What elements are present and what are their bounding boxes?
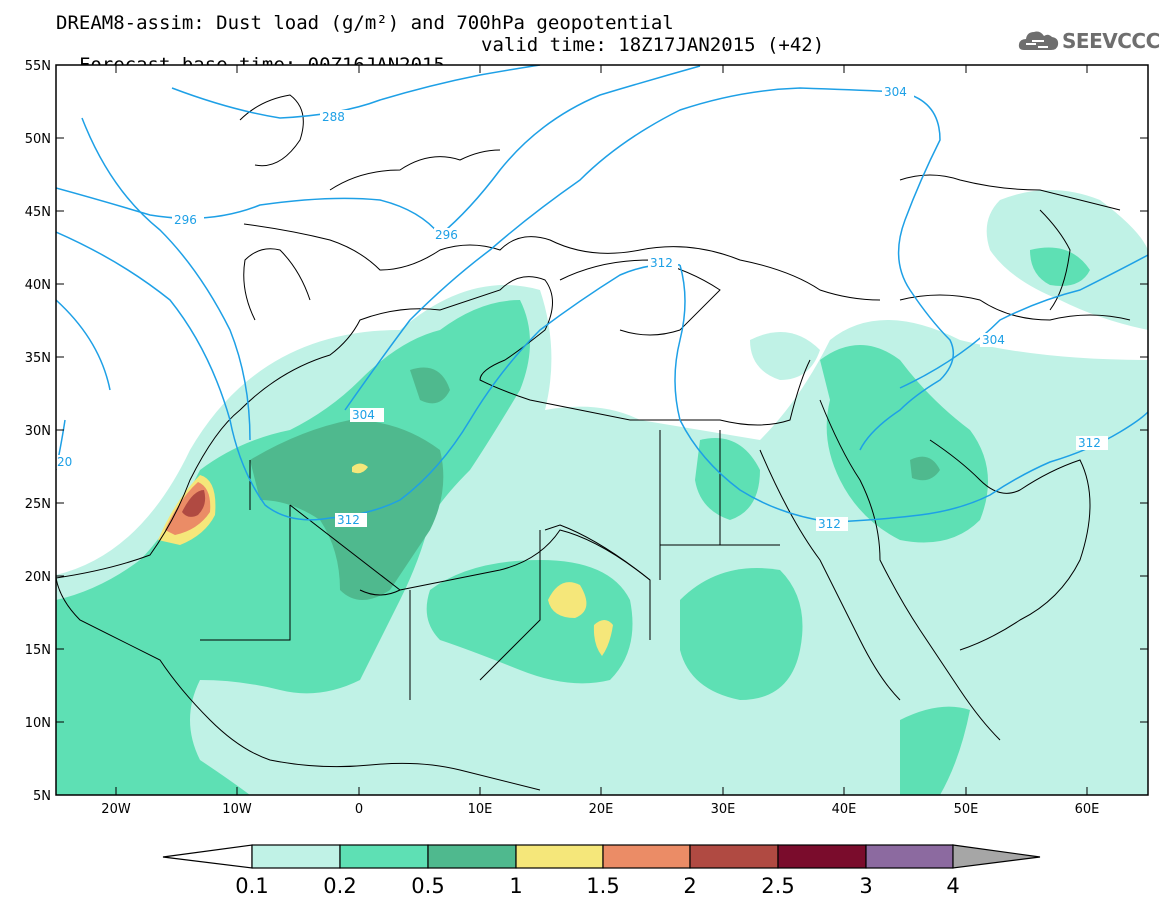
lon-label: 60E (1075, 802, 1100, 817)
colorbar-segment (865, 844, 954, 869)
lat-label: 40N (25, 278, 51, 293)
seevccc-logo: SEEVCCC (1018, 26, 1160, 54)
dust-level-2 (182, 490, 206, 517)
contour-label: 312 (650, 256, 673, 270)
valid-time: valid time: 18Z17JAN2015 (+42) (481, 34, 825, 56)
lat-label: 50N (25, 132, 51, 147)
contour-label: 304 (352, 408, 375, 422)
colorbar-segment (515, 844, 604, 869)
axis-ticks (56, 64, 1148, 795)
lat-label: 55N (25, 59, 51, 74)
colorbar-segment (339, 844, 429, 869)
lat-label: 20N (25, 570, 51, 585)
colorbar-label: 3 (859, 874, 872, 898)
colorbar-segment (251, 844, 341, 869)
contour-label: 20 (57, 455, 72, 469)
contour-label: 296 (174, 213, 197, 227)
contour-label: 312 (337, 513, 360, 527)
contour-label: 296 (435, 228, 458, 242)
contour-labels: 288 296 296 304 304 304 312 312 312 312 … (56, 85, 1108, 531)
colorbar-segment (689, 844, 779, 869)
lon-label: 0 (355, 802, 363, 817)
colorbar-label: 1 (509, 874, 522, 898)
colorbar-segment (777, 844, 867, 869)
lon-label: 40E (832, 802, 857, 817)
dust-level-0.2 (56, 247, 1090, 795)
contour-label: 304 (982, 333, 1005, 347)
colorbar-label: 1.5 (586, 874, 619, 898)
lon-label: 10W (222, 802, 252, 817)
lon-label: 20E (589, 802, 614, 817)
lat-label: 45N (25, 205, 51, 220)
lon-label: 20W (101, 802, 131, 817)
colorbar-over-arrow (952, 844, 1041, 869)
lat-label: 30N (25, 424, 51, 439)
colorbar-label: 2.5 (761, 874, 794, 898)
lat-label: 35N (25, 351, 51, 366)
lat-label: 25N (25, 497, 51, 512)
logo-text: SEEVCCC (1062, 29, 1160, 53)
chart-title: DREAM8-assim: Dust load (g/m²) and 700hP… (56, 12, 674, 34)
contour-label: 312 (818, 517, 841, 531)
colorbar-label: 4 (946, 874, 959, 898)
colorbar-segment (602, 844, 691, 869)
lat-label: 15N (25, 643, 51, 658)
colorbar-label: 0.1 (235, 874, 268, 898)
contour-label: 304 (884, 85, 907, 99)
contour-label: 312 (1078, 436, 1101, 450)
colorbar (162, 844, 1041, 869)
colorbar-labels: 0.1 0.2 0.5 1 1.5 2 2.5 3 4 (235, 874, 959, 898)
lat-labels: 55N 50N 45N 40N 35N 30N 25N 20N 15N 10N … (25, 59, 51, 804)
colorbar-label: 2 (683, 874, 696, 898)
lon-label: 10E (468, 802, 493, 817)
lon-labels: 20W 10W 0 10E 20E 30E 40E 50E 60E (101, 802, 1099, 817)
coastlines (56, 94, 1131, 791)
dust-level-0.5 (250, 367, 940, 600)
lat-label: 5N (33, 789, 51, 804)
colorbar-label: 0.5 (411, 874, 444, 898)
cloud-icon (1018, 31, 1059, 50)
lat-label: 10N (25, 716, 51, 731)
lon-label: 30E (711, 802, 736, 817)
lon-label: 50E (954, 802, 979, 817)
colorbar-under-arrow (162, 844, 253, 869)
colorbar-segment (427, 844, 517, 869)
colorbar-label: 0.2 (323, 874, 356, 898)
contour-label: 288 (322, 110, 345, 124)
